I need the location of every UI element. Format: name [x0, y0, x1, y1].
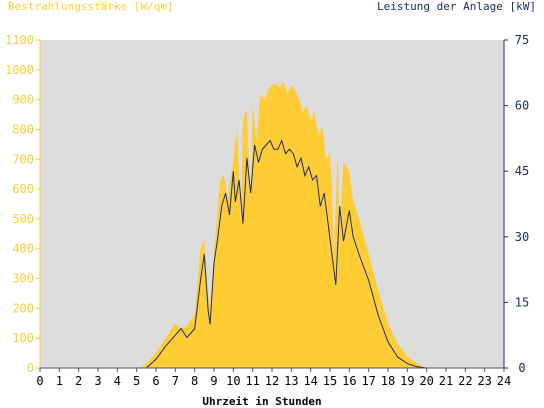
left-tick-label: 1000: [5, 63, 34, 77]
left-tick-label: 100: [12, 331, 34, 345]
x-tick-label: 9: [210, 374, 217, 388]
right-tick-label: 75: [515, 33, 529, 47]
x-tick-label: 12: [265, 374, 279, 388]
irradiance-series: [40, 81, 504, 368]
right-tick-label: 0: [518, 361, 525, 375]
left-tick-label: 500: [12, 212, 34, 226]
power-line: [40, 139, 504, 369]
right-axis-ticks: 0 15 30 45 60 75: [504, 33, 529, 375]
x-tick-label: 20: [419, 374, 433, 388]
left-tick-label: 300: [12, 272, 34, 286]
x-tick-label: 7: [172, 374, 179, 388]
right-axis-title: Leistung der Anlage [kW]: [377, 0, 536, 13]
right-tick-label: 45: [515, 164, 529, 178]
irradiance-area: [40, 81, 504, 368]
x-tick-label: 2: [75, 374, 82, 388]
left-axis-title: Bestrahlungsstärke [W/qm]: [8, 0, 174, 13]
x-tick-label: 13: [284, 374, 298, 388]
x-tick-label: 8: [191, 374, 198, 388]
power-series: [40, 139, 504, 369]
x-tick-label: 24: [497, 374, 511, 388]
left-tick-label: 1100: [5, 33, 34, 47]
x-tick-label: 1: [56, 374, 63, 388]
left-axis-ticks: 0 100 200 300 400 500 600 700 800 900 1000 1100: [5, 33, 40, 375]
left-tick-label: 200: [12, 301, 34, 315]
right-tick-label: 15: [515, 295, 529, 309]
left-tick-label: 900: [12, 93, 34, 107]
x-tick-label: 4: [114, 374, 121, 388]
left-tick-label: 700: [12, 152, 34, 166]
x-axis-title: Uhrzeit in Stunden: [202, 395, 321, 408]
x-tick-label: 18: [381, 374, 395, 388]
x-tick-label: 10: [226, 374, 240, 388]
left-tick-label: 0: [27, 361, 34, 375]
x-tick-label: 22: [458, 374, 472, 388]
right-tick-label: 60: [515, 99, 529, 113]
left-tick-label: 400: [12, 242, 34, 256]
x-tick-label: 16: [342, 374, 356, 388]
x-tick-label: 15: [323, 374, 337, 388]
x-tick-label: 17: [361, 374, 375, 388]
x-tick-label: 3: [94, 374, 101, 388]
x-tick-label: 0: [36, 374, 43, 388]
left-tick-label: 800: [12, 122, 34, 136]
x-tick-label: 19: [400, 374, 414, 388]
x-tick-label: 14: [303, 374, 317, 388]
right-tick-label: 30: [515, 230, 529, 244]
x-tick-label: 21: [439, 374, 453, 388]
x-tick-label: 6: [152, 374, 159, 388]
x-axis-ticks: 0 1 2 3 4 5 6 7 8 9 10 11 12 13 14 15 16 17 18 19 20 21 22 23 24: [36, 368, 511, 388]
left-tick-label: 600: [12, 182, 34, 196]
x-tick-label: 23: [477, 374, 491, 388]
x-tick-label: 5: [133, 374, 140, 388]
x-tick-label: 11: [245, 374, 259, 388]
